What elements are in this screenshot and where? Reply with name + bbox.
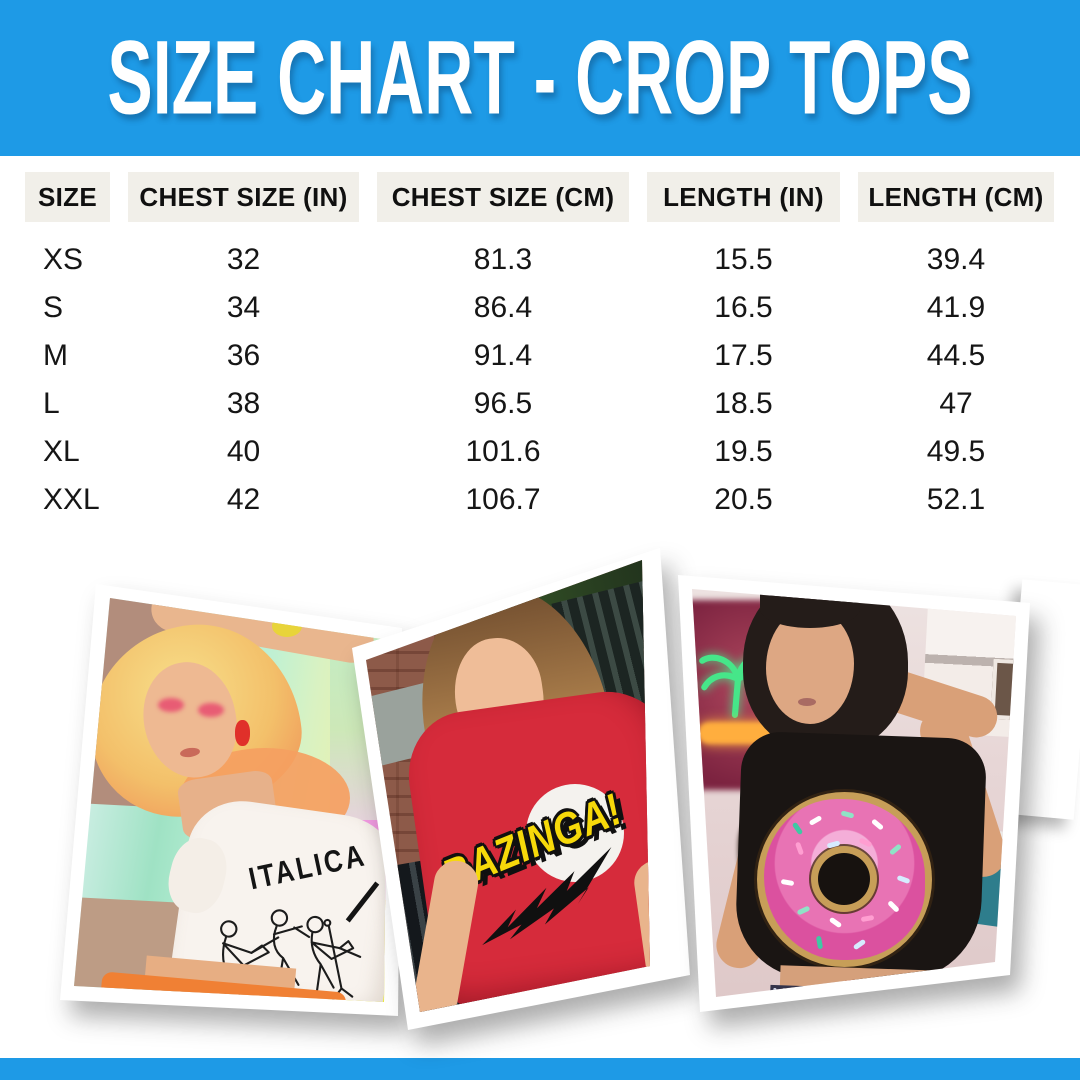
column-header-length-cm: LENGTH (CM)	[858, 172, 1054, 222]
eyeshadow-right	[198, 703, 224, 717]
cell-length-cm: 41.9	[926, 291, 986, 324]
cell-chest-cm: 86.4	[473, 291, 533, 324]
column-header-size: SIZE	[25, 172, 110, 222]
cell-length-cm: 52.1	[926, 483, 986, 516]
table-row-xxl: XXL 42 106.7 20.5 52.1	[25, 476, 1054, 524]
donut-graphic	[757, 792, 932, 967]
cell-chest-in: 34	[226, 291, 261, 324]
lightning-bolt	[482, 847, 612, 946]
cell-chest-in: 32	[226, 243, 261, 276]
cell-chest-cm: 101.6	[465, 435, 541, 468]
photo-content	[692, 589, 1016, 997]
table-row-s: S 34 86.4 16.5 41.9	[25, 284, 1054, 332]
table-header-row: SIZE CHEST SIZE (IN) CHEST SIZE (CM) LEN…	[25, 172, 1054, 222]
cell-length-cm: 47	[939, 387, 973, 420]
table-row-l: L 38 96.5 18.5 47	[25, 380, 1054, 428]
cell-length-cm: 39.4	[926, 243, 986, 276]
cell-chest-in: 36	[226, 339, 261, 372]
photo-card-donut	[640, 540, 1080, 1040]
cell-size: XS	[43, 243, 84, 276]
cell-size: XXL	[43, 483, 100, 516]
header-band: SIZE CHART - CROP TOPS	[0, 0, 1080, 156]
cell-length-in: 17.5	[714, 339, 773, 372]
column-header-length-in: LENGTH (IN)	[647, 172, 840, 222]
cell-size: L	[43, 387, 60, 420]
cell-size: S	[43, 291, 64, 324]
column-header-chest-in: CHEST SIZE (IN)	[128, 172, 359, 222]
lips	[798, 698, 816, 706]
table-row-m: M 36 91.4 17.5 44.5	[25, 332, 1054, 380]
cell-size: XL	[43, 435, 80, 468]
table-row-xs: XS 32 81.3 15.5 39.4	[25, 236, 1054, 284]
donut-hole	[818, 853, 870, 905]
earring	[235, 720, 250, 746]
cell-chest-cm: 81.3	[473, 243, 533, 276]
photo-card-bazinga: BAZINGA!	[320, 530, 730, 1050]
cell-size: M	[43, 339, 68, 372]
cell-chest-in: 38	[226, 387, 261, 420]
footer-band	[0, 1058, 1080, 1080]
cell-length-in: 16.5	[714, 291, 773, 324]
cell-length-in: 19.5	[714, 435, 773, 468]
cell-length-in: 15.5	[714, 243, 773, 276]
page-title: SIZE CHART - CROP TOPS	[107, 18, 973, 137]
white-circle	[526, 784, 624, 882]
cell-chest-cm: 106.7	[465, 483, 541, 516]
cell-length-in: 20.5	[714, 483, 773, 516]
cell-chest-cm: 96.5	[473, 387, 533, 420]
column-header-chest-cm: CHEST SIZE (CM)	[377, 172, 629, 222]
cell-chest-in: 40	[226, 435, 261, 468]
eyeshadow-left	[158, 698, 184, 712]
table-row-xl: XL 40 101.6 19.5 49.5	[25, 428, 1054, 476]
cell-length-cm: 49.5	[926, 435, 986, 468]
cell-chest-in: 42	[226, 483, 261, 516]
cell-length-in: 18.5	[714, 387, 773, 420]
cell-length-cm: 44.5	[926, 339, 986, 372]
cell-chest-cm: 91.4	[473, 339, 533, 372]
